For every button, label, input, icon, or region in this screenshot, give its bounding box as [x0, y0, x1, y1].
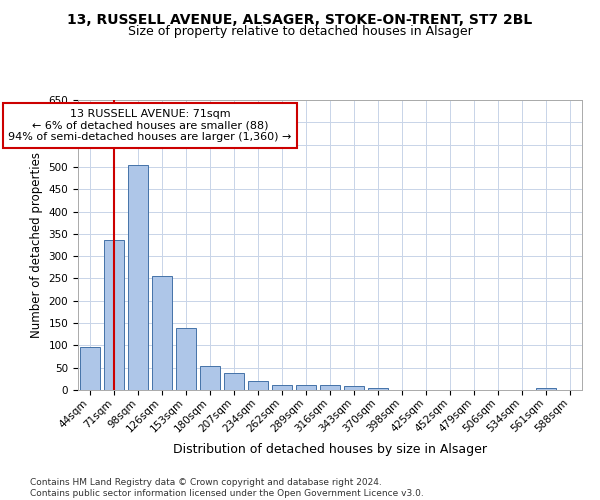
Text: 13, RUSSELL AVENUE, ALSAGER, STOKE-ON-TRENT, ST7 2BL: 13, RUSSELL AVENUE, ALSAGER, STOKE-ON-TR…	[67, 12, 533, 26]
Text: 13 RUSSELL AVENUE: 71sqm
← 6% of detached houses are smaller (88)
94% of semi-de: 13 RUSSELL AVENUE: 71sqm ← 6% of detache…	[8, 109, 292, 142]
Bar	[272, 385, 292, 390]
Bar	[80, 346, 100, 390]
Text: Contains HM Land Registry data © Crown copyright and database right 2024.
Contai: Contains HM Land Registry data © Crown c…	[30, 478, 424, 498]
Bar	[536, 388, 556, 390]
Bar	[200, 366, 220, 390]
Bar	[104, 240, 124, 390]
Text: Size of property relative to detached houses in Alsager: Size of property relative to detached ho…	[128, 25, 472, 38]
X-axis label: Distribution of detached houses by size in Alsager: Distribution of detached houses by size …	[173, 443, 487, 456]
Y-axis label: Number of detached properties: Number of detached properties	[30, 152, 43, 338]
Bar	[296, 385, 316, 390]
Bar	[176, 328, 196, 390]
Bar	[248, 380, 268, 390]
Bar	[128, 165, 148, 390]
Bar	[320, 385, 340, 390]
Bar	[152, 276, 172, 390]
Bar	[344, 386, 364, 390]
Bar	[224, 374, 244, 390]
Bar	[368, 388, 388, 390]
